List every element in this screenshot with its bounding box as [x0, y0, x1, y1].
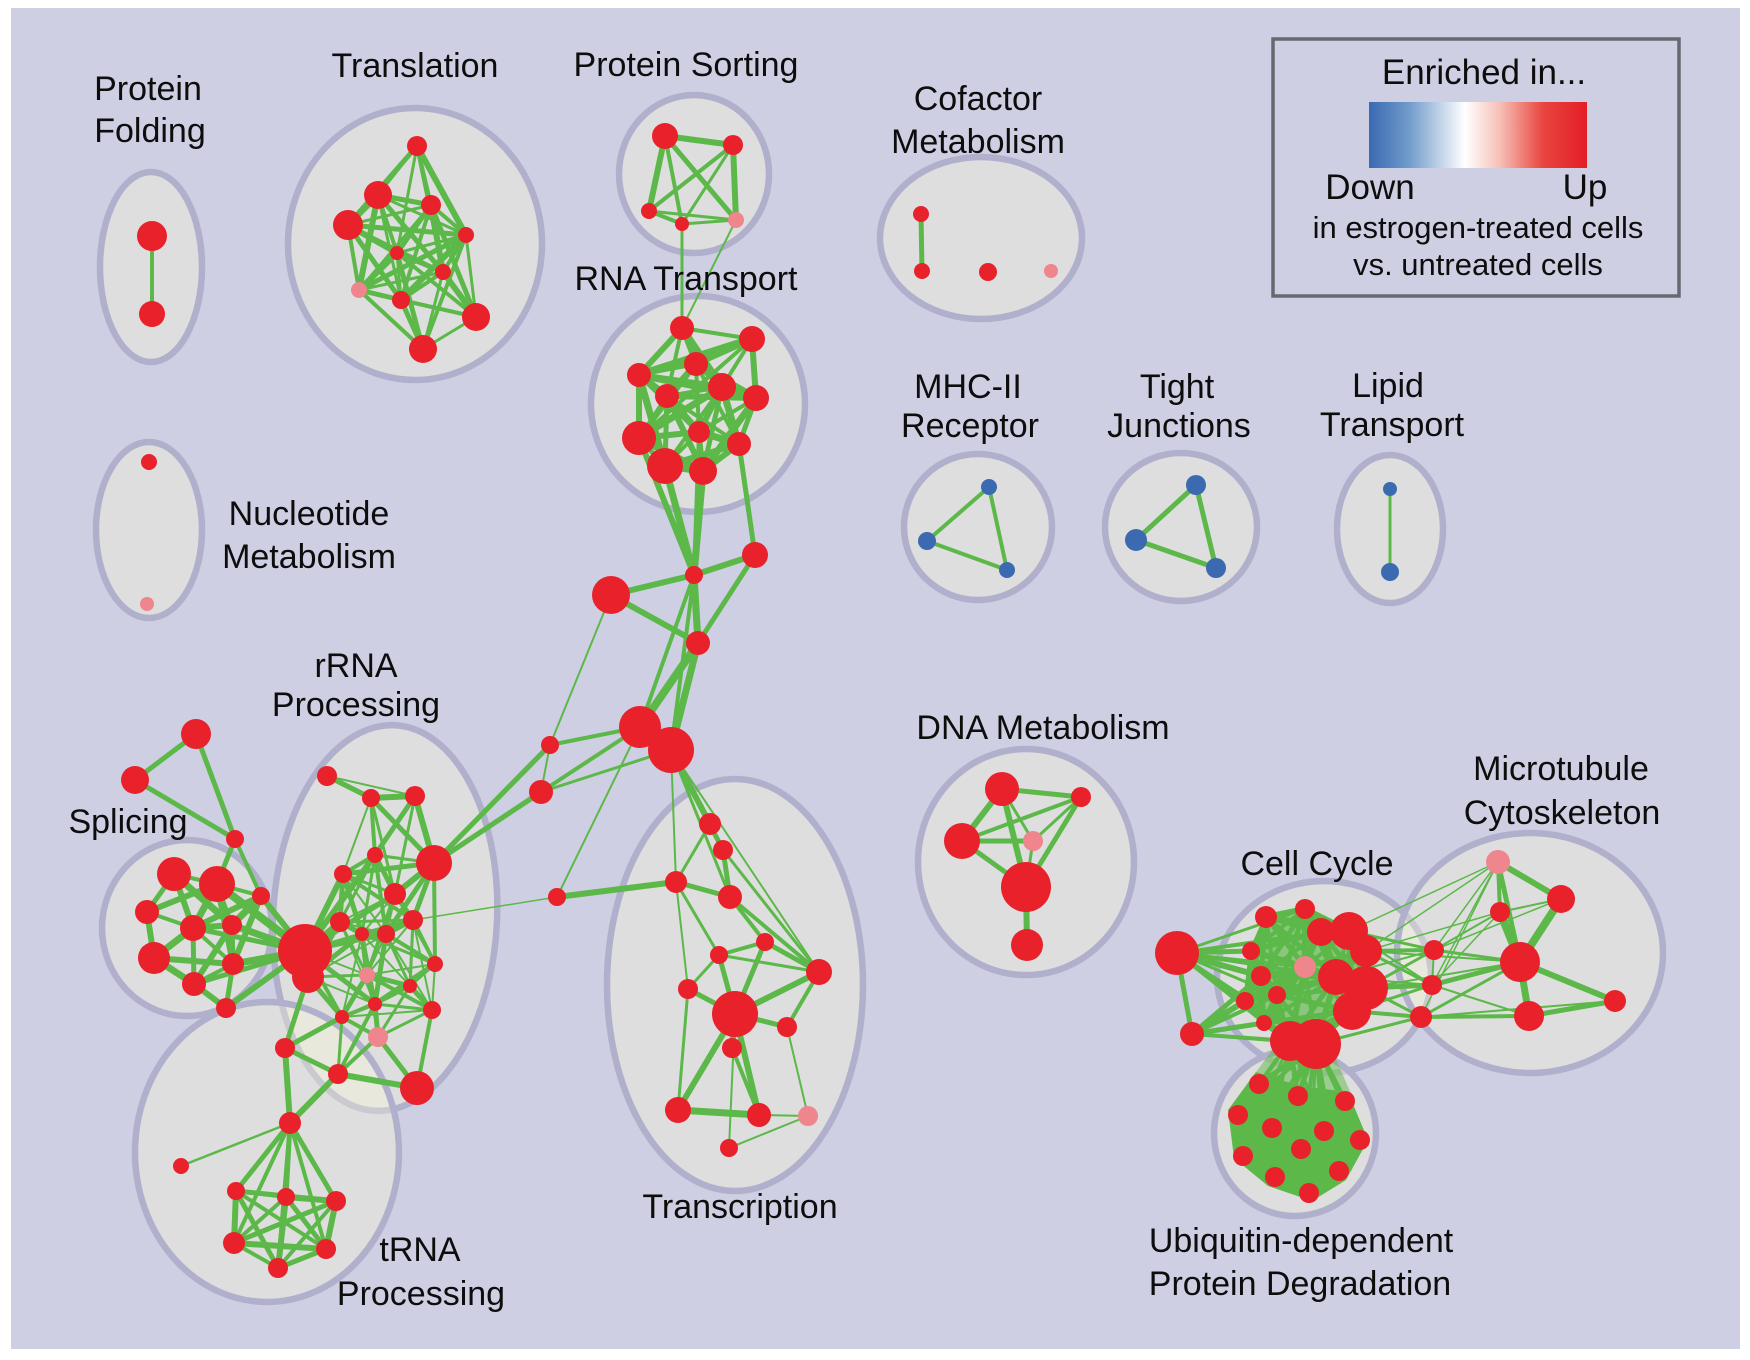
svg-text:tRNA: tRNA: [379, 1231, 461, 1269]
svg-text:Protein Sorting: Protein Sorting: [574, 46, 799, 84]
svg-text:Receptor: Receptor: [901, 407, 1039, 445]
svg-text:Cofactor: Cofactor: [914, 80, 1043, 118]
svg-text:Nucleotide: Nucleotide: [229, 495, 390, 533]
svg-text:Junctions: Junctions: [1107, 407, 1251, 445]
svg-text:Tight: Tight: [1140, 368, 1215, 406]
svg-text:Processing: Processing: [337, 1275, 505, 1313]
svg-text:Cell Cycle: Cell Cycle: [1240, 845, 1393, 883]
svg-text:Microtubule: Microtubule: [1473, 750, 1649, 788]
svg-text:Down: Down: [1325, 168, 1414, 207]
svg-text:Enriched in...: Enriched in...: [1382, 53, 1586, 92]
svg-text:Protein Degradation: Protein Degradation: [1149, 1265, 1451, 1303]
svg-text:Lipid: Lipid: [1352, 367, 1424, 405]
svg-text:Folding: Folding: [94, 112, 206, 150]
svg-text:Translation: Translation: [332, 47, 499, 85]
svg-text:Ubiquitin-dependent: Ubiquitin-dependent: [1149, 1222, 1454, 1260]
svg-text:Metabolism: Metabolism: [891, 123, 1065, 161]
svg-text:rRNA: rRNA: [314, 647, 397, 685]
svg-text:in estrogen-treated cells: in estrogen-treated cells: [1313, 210, 1644, 245]
svg-text:Cytoskeleton: Cytoskeleton: [1464, 794, 1661, 832]
svg-text:Transcription: Transcription: [642, 1188, 837, 1226]
svg-text:Protein: Protein: [94, 70, 202, 108]
svg-text:Processing: Processing: [272, 686, 440, 724]
svg-text:Metabolism: Metabolism: [222, 538, 396, 576]
svg-text:vs. untreated cells: vs. untreated cells: [1353, 247, 1603, 282]
svg-text:MHC-II: MHC-II: [914, 368, 1022, 406]
svg-text:Splicing: Splicing: [68, 803, 187, 841]
svg-text:Up: Up: [1563, 168, 1608, 207]
svg-text:Transport: Transport: [1320, 406, 1465, 444]
svg-text:DNA Metabolism: DNA Metabolism: [916, 709, 1169, 747]
svg-text:RNA Transport: RNA Transport: [575, 260, 799, 298]
